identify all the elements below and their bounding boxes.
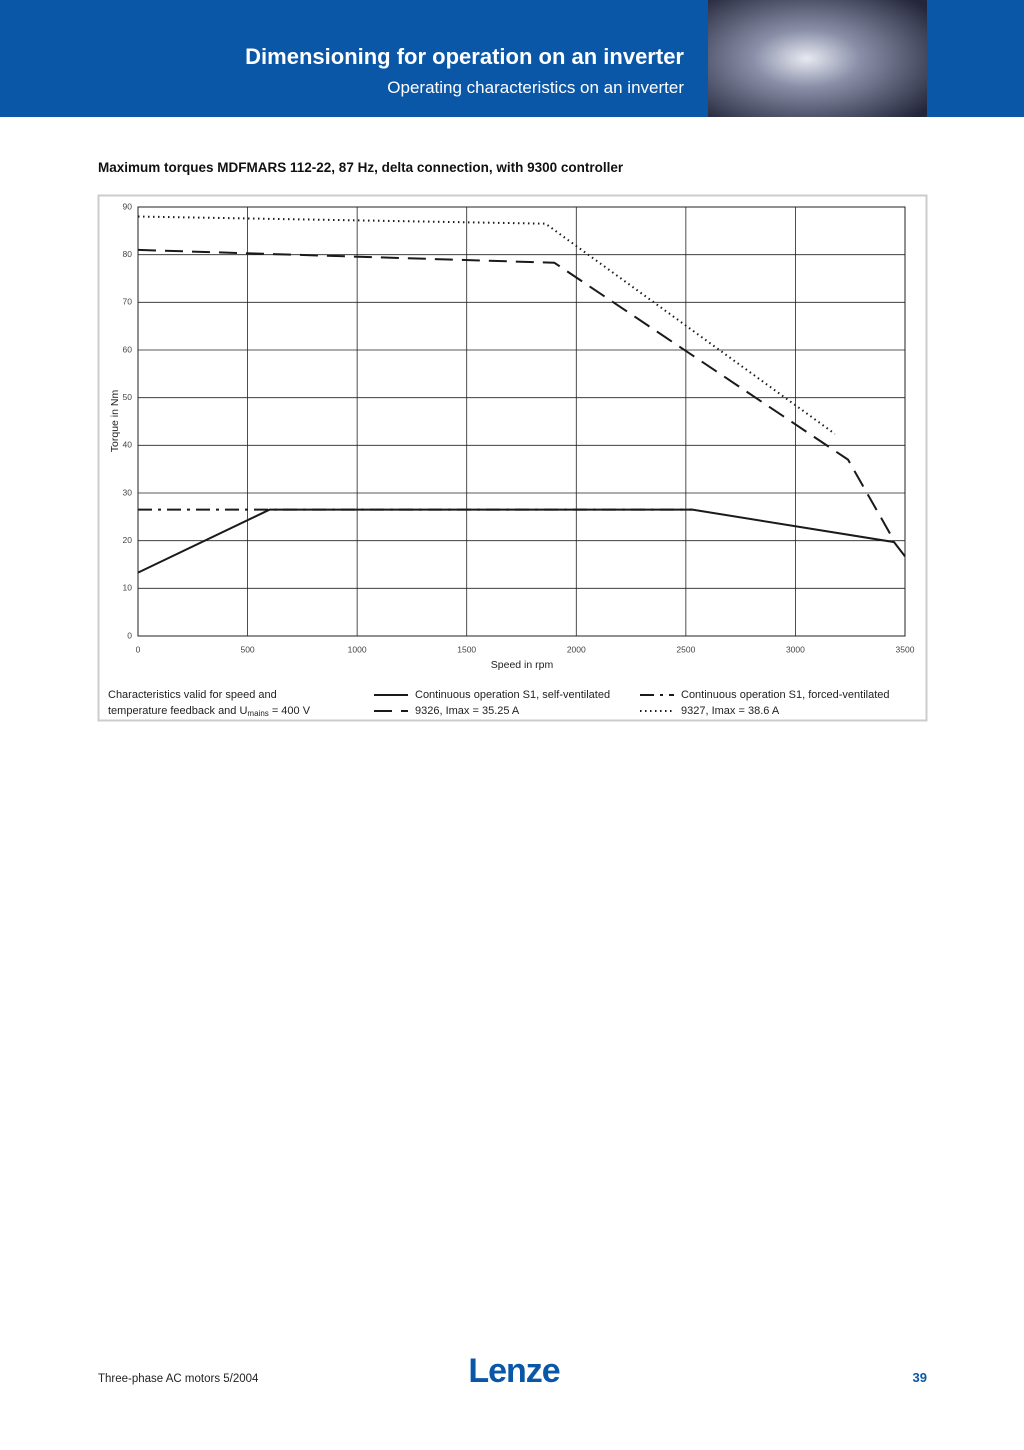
x-axis-label: Speed in rpm (491, 659, 554, 671)
logo: Lenze (468, 1352, 559, 1390)
legend-label: 9326, Imax = 35.25 A (415, 705, 520, 717)
y-tick-label: 30 (123, 487, 133, 497)
y-tick-label: 20 (123, 535, 133, 545)
y-tick-label: 60 (123, 344, 133, 354)
page-number: 39 (913, 1370, 927, 1385)
y-tick-label: 80 (123, 249, 133, 259)
x-tick-label: 2000 (567, 644, 586, 654)
y-tick-label: 90 (123, 201, 133, 211)
chart-frame (97, 194, 928, 722)
x-tick-label: 500 (240, 644, 254, 654)
y-tick-label: 70 (123, 297, 133, 307)
note-line: temperature feedback and U (108, 705, 247, 717)
header-title: Dimensioning for operation on an inverte… (245, 44, 684, 69)
header-image (708, 0, 927, 117)
x-tick-label: 3000 (786, 644, 805, 654)
x-tick-label: 0 (136, 644, 141, 654)
legend-label: Continuous operation S1, forced-ventilat… (681, 689, 890, 701)
chart-note: temperature feedback and Umains = 400 V (108, 705, 311, 718)
y-tick-label: 40 (123, 440, 133, 450)
series-line (137, 215, 836, 435)
note-line: = 400 V (269, 705, 311, 717)
note-line: Characteristics valid for speed and (108, 689, 277, 701)
note-subscript: mains (247, 709, 268, 718)
y-axis-label: Torque in Nm (109, 390, 121, 453)
legend-label: Continuous operation S1, self-ventilated (415, 689, 610, 701)
x-tick-label: 1500 (457, 644, 476, 654)
header-subtitle: Operating characteristics on an inverter (387, 78, 684, 97)
y-tick-label: 50 (123, 392, 133, 402)
series-line (137, 248, 895, 542)
chart-note: Characteristics valid for speed and (108, 689, 277, 701)
legend-label: 9327, Imax = 38.6 A (681, 705, 780, 717)
chart-title: Maximum torques MDFMARS 112-22, 87 Hz, d… (98, 160, 624, 175)
x-tick-label: 1000 (348, 644, 367, 654)
x-tick-label: 3500 (896, 644, 915, 654)
x-tick-label: 2500 (676, 644, 695, 654)
y-tick-label: 10 (123, 583, 133, 593)
y-tick-label: 0 (127, 630, 132, 640)
footer-left: Three-phase AC motors 5/2004 (98, 1373, 259, 1385)
